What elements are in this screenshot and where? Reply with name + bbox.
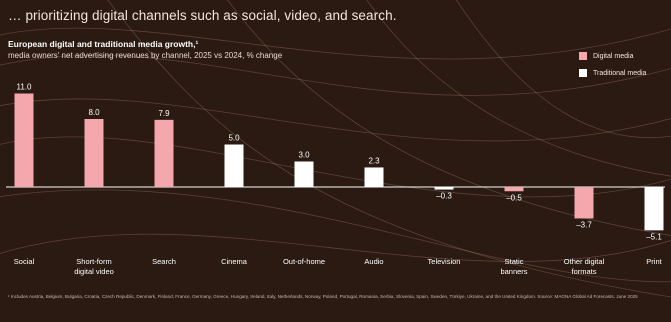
category-label: Cinema xyxy=(221,257,248,266)
footnote: ¹ Includes Austria, Belgium, Bulgaria, C… xyxy=(8,294,638,299)
legend-label-digital: Digital media xyxy=(593,52,634,60)
bar-value-label: –0.5 xyxy=(506,193,522,202)
legend-swatch-traditional xyxy=(579,69,587,77)
bar-other-digital-formats xyxy=(574,187,594,219)
bar-value-label: –0.3 xyxy=(436,192,452,201)
chart-title: European digital and traditional media g… xyxy=(8,39,199,49)
legend-swatch-digital xyxy=(579,52,587,60)
bar-short-form-digital-video xyxy=(84,119,104,187)
headline: … prioritizing digital channels such as … xyxy=(8,8,397,23)
bar-print xyxy=(644,187,664,231)
bar-audio xyxy=(364,167,384,187)
bar-social xyxy=(14,93,34,187)
bar-value-label: 8.0 xyxy=(88,108,100,117)
bar-static-banners xyxy=(504,187,524,192)
chart-legend: Digital media Traditional media xyxy=(579,50,646,84)
bar-value-label: 5.0 xyxy=(228,134,240,143)
bar-value-label: 7.9 xyxy=(158,109,170,118)
bar-value-label: –3.7 xyxy=(576,220,592,229)
bar-value-label: 3.0 xyxy=(298,151,310,160)
legend-label-traditional: Traditional media xyxy=(593,69,647,77)
category-label: Out-of-home xyxy=(283,257,325,266)
bar-out-of-home xyxy=(294,161,314,187)
legend-item-digital: Digital media xyxy=(579,50,646,62)
chart-subtitle: media owners' net advertising revenues b… xyxy=(8,51,283,60)
category-label: Short-form digital video xyxy=(74,257,114,276)
category-label: Static banners xyxy=(500,257,527,276)
bar-value-label: –5.1 xyxy=(646,232,662,241)
bar-search xyxy=(154,119,174,187)
category-label: Search xyxy=(152,257,176,266)
category-label: Other digital formats xyxy=(564,257,605,276)
legend-item-traditional: Traditional media xyxy=(579,67,646,79)
bar-cinema xyxy=(224,144,244,187)
bar-value-label: 2.3 xyxy=(368,156,380,165)
category-label: Audio xyxy=(364,257,383,266)
bar-television xyxy=(434,187,454,190)
bar-value-label: 11.0 xyxy=(17,83,33,92)
category-label: Print xyxy=(646,257,662,266)
category-label: Television xyxy=(428,257,461,266)
category-label: Social xyxy=(14,257,35,266)
